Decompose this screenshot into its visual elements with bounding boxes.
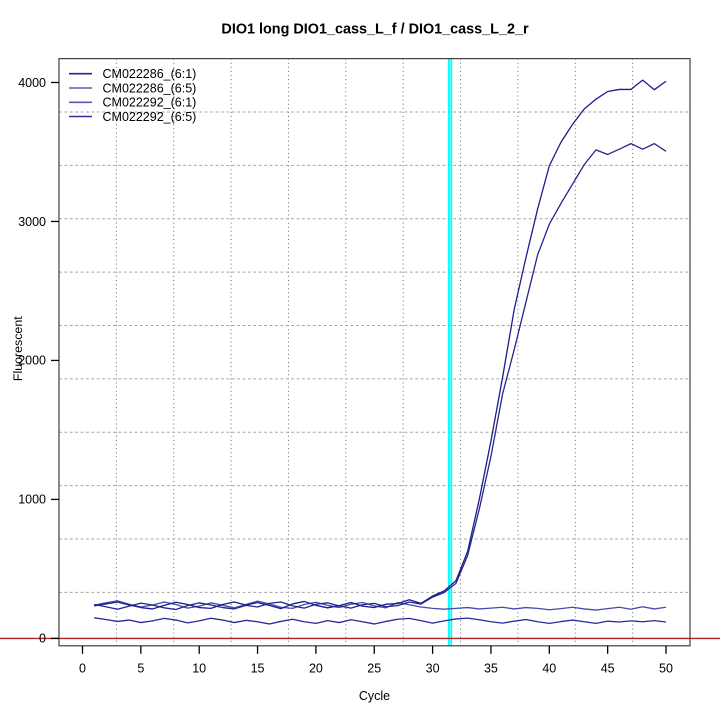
svg-text:2000: 2000	[18, 354, 46, 368]
svg-text:50: 50	[659, 662, 673, 676]
svg-text:30: 30	[426, 662, 440, 676]
svg-text:35: 35	[484, 662, 498, 676]
svg-text:5: 5	[137, 662, 144, 676]
svg-text:0: 0	[39, 632, 46, 646]
svg-text:45: 45	[601, 662, 615, 676]
svg-text:15: 15	[251, 662, 265, 676]
svg-text:1000: 1000	[18, 493, 46, 507]
svg-text:0: 0	[79, 662, 86, 676]
svg-text:4000: 4000	[18, 76, 46, 90]
svg-text:40: 40	[542, 662, 556, 676]
svg-text:DIO1 long DIO1_cass_L_f / DIO1: DIO1 long DIO1_cass_L_f / DIO1_cass_L_2_…	[221, 22, 529, 38]
svg-text:25: 25	[367, 662, 381, 676]
svg-text:3000: 3000	[18, 215, 46, 229]
svg-text:20: 20	[309, 662, 323, 676]
svg-text:Cycle: Cycle	[359, 689, 390, 703]
svg-text:CM022292_(6:5): CM022292_(6:5)	[103, 110, 197, 124]
svg-text:Fluorescent: Fluorescent	[11, 316, 25, 381]
svg-text:CM022292_(6:1): CM022292_(6:1)	[103, 96, 197, 110]
svg-text:CM022286_(6:5): CM022286_(6:5)	[103, 81, 197, 95]
svg-text:10: 10	[192, 662, 206, 676]
svg-text:CM022286_(6:1): CM022286_(6:1)	[103, 67, 197, 81]
